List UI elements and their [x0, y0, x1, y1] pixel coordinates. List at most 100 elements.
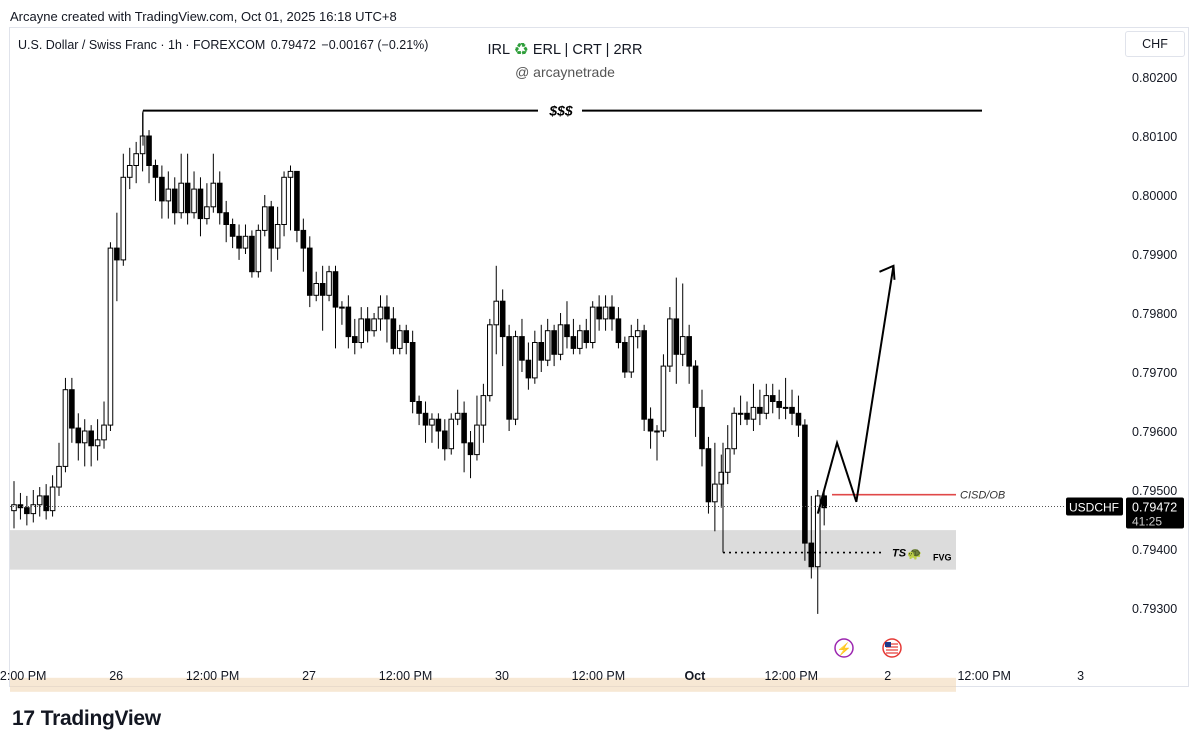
candle-body[interactable] [487, 324, 493, 397]
candle-body[interactable] [757, 406, 763, 414]
candle-body[interactable] [159, 176, 165, 202]
candle-body[interactable] [461, 412, 467, 444]
candle-body[interactable] [306, 247, 313, 296]
candle-body[interactable] [634, 330, 641, 338]
candle-body[interactable] [712, 483, 718, 503]
candle-body[interactable] [390, 318, 397, 349]
candle-body[interactable] [351, 336, 358, 344]
currency-selector[interactable]: CHF [1125, 31, 1185, 57]
candle-body[interactable] [274, 224, 281, 249]
candle-body[interactable] [737, 412, 744, 415]
candle-body[interactable] [699, 406, 705, 450]
candle-body[interactable] [673, 318, 680, 355]
candle-body[interactable] [403, 330, 410, 344]
candle-body[interactable] [628, 336, 635, 373]
candle-body[interactable] [660, 365, 667, 432]
candle-body[interactable] [101, 424, 107, 441]
us-flag-event-icon[interactable] [882, 638, 902, 658]
candle-body[interactable] [564, 324, 570, 338]
candle-body[interactable] [744, 412, 750, 420]
candle-body[interactable] [718, 471, 725, 485]
candle-body[interactable] [191, 188, 197, 214]
candle-body[interactable] [268, 206, 274, 249]
candle-body[interactable] [795, 412, 802, 426]
candle-body[interactable] [255, 229, 262, 273]
candle-body[interactable] [686, 336, 692, 367]
candle-body[interactable] [114, 247, 120, 261]
candle-body[interactable] [442, 430, 448, 450]
candle-body[interactable] [409, 342, 416, 402]
candle-body[interactable] [750, 406, 757, 420]
candle-body[interactable] [69, 389, 75, 429]
candle-body[interactable] [287, 170, 294, 178]
candle-body[interactable] [126, 165, 133, 178]
candle-body[interactable] [30, 504, 37, 515]
candle-body[interactable] [724, 448, 731, 473]
candle-body[interactable] [397, 330, 403, 349]
candle-body[interactable] [75, 427, 82, 444]
candle-body[interactable] [236, 235, 242, 249]
candle-body[interactable] [36, 495, 43, 506]
candle-body[interactable] [313, 283, 320, 296]
candle-body[interactable] [416, 401, 422, 414]
candle-body[interactable] [165, 188, 172, 202]
candle-body[interactable] [538, 342, 545, 361]
candle-body[interactable] [493, 300, 500, 326]
candle-body[interactable] [435, 418, 442, 432]
candle-body[interactable] [120, 176, 127, 261]
candle-body[interactable] [210, 182, 217, 208]
candle-body[interactable] [763, 395, 770, 414]
candle-body[interactable] [81, 430, 88, 444]
candle-body[interactable] [692, 365, 699, 408]
candle-body[interactable] [249, 235, 255, 273]
price-chart[interactable]: $$$ CISD/OB TS 🐢 FVG ⚡ 0.80200 0.80100 0.80000 0… [0, 0, 1200, 700]
candle-body[interactable] [223, 212, 229, 225]
candle-body[interactable] [782, 406, 789, 409]
candle-body[interactable] [281, 176, 287, 226]
candle-body[interactable] [802, 424, 808, 544]
candle-body[interactable] [216, 182, 223, 214]
candle-body[interactable] [474, 424, 480, 456]
candle-body[interactable] [294, 170, 300, 231]
candle-body[interactable] [602, 306, 609, 320]
candle-body[interactable] [577, 330, 583, 349]
candle-body[interactable] [654, 430, 660, 433]
candle-body[interactable] [705, 448, 712, 503]
candle-body[interactable] [467, 442, 474, 456]
candle-body[interactable] [371, 318, 377, 332]
candle-body[interactable] [326, 271, 332, 296]
candle-body[interactable] [49, 486, 56, 512]
candle-body[interactable] [609, 306, 615, 320]
candle-body[interactable] [583, 330, 590, 344]
candle-body[interactable] [339, 306, 345, 309]
candle-body[interactable] [589, 306, 596, 344]
candle-body[interactable] [178, 182, 184, 214]
candle-body[interactable] [319, 283, 326, 296]
candle-body[interactable] [133, 153, 139, 166]
candle-body[interactable] [332, 271, 339, 308]
candle-body[interactable] [384, 306, 390, 320]
candle-body[interactable] [647, 418, 654, 432]
candle-body[interactable] [808, 542, 815, 568]
candle-body[interactable] [557, 324, 564, 355]
candle-body[interactable] [622, 342, 628, 373]
candle-body[interactable] [94, 439, 101, 447]
candle-body[interactable] [615, 318, 622, 343]
candle-body[interactable] [345, 306, 352, 338]
lightning-event-icon[interactable] [834, 638, 854, 658]
candle-body[interactable] [814, 495, 821, 568]
candle-body[interactable] [506, 336, 512, 420]
candle-body[interactable] [429, 418, 435, 426]
candle-body[interactable] [377, 306, 384, 320]
candle-body[interactable] [24, 507, 30, 515]
tradingview-logo[interactable]: 17 TradingView [12, 707, 161, 731]
candle-body[interactable] [88, 430, 94, 447]
candle-body[interactable] [512, 336, 519, 420]
candle-body[interactable] [62, 389, 69, 467]
candle-body[interactable] [11, 504, 17, 512]
candle-body[interactable] [667, 318, 673, 367]
candle-body[interactable] [107, 247, 114, 426]
candle-body[interactable] [789, 406, 795, 414]
symbol-legend[interactable]: U.S. Dollar / Swiss Franc · 1h · FOREXCO… [18, 38, 430, 52]
candle-body[interactable] [146, 135, 152, 166]
